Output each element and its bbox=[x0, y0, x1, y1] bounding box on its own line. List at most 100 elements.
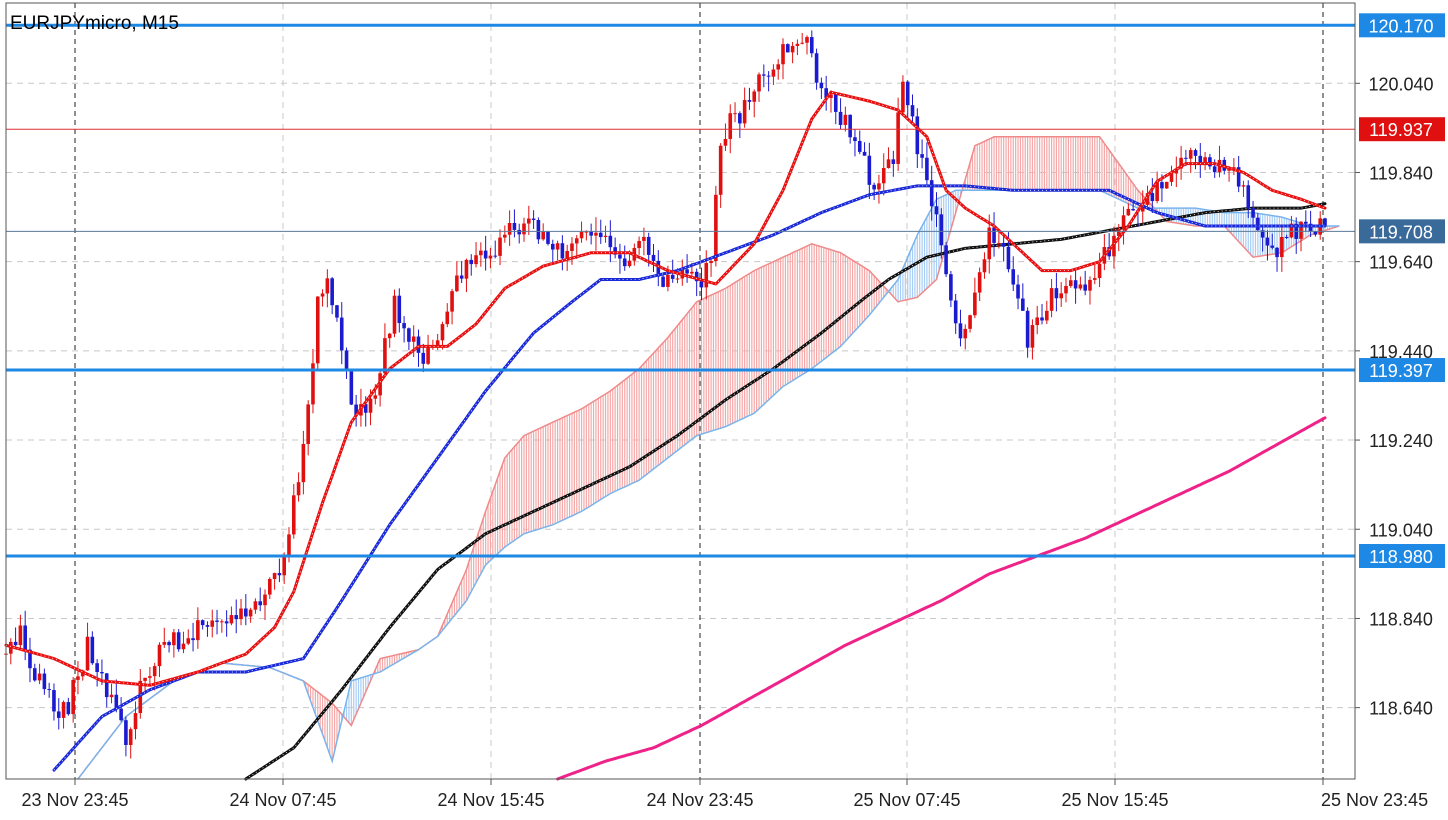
bear-candle bbox=[95, 663, 99, 673]
bull-candle bbox=[162, 642, 167, 645]
ema-long-path bbox=[556, 416, 1327, 781]
bear-candle bbox=[608, 235, 613, 248]
bear-candle bbox=[560, 243, 565, 259]
bull-candle bbox=[1169, 173, 1174, 182]
bear-candle bbox=[531, 218, 536, 220]
bear-candle bbox=[833, 94, 838, 112]
bear-candle bbox=[910, 105, 915, 117]
bull-candle bbox=[977, 272, 982, 293]
bull-candle bbox=[579, 231, 584, 239]
bull-candle bbox=[987, 227, 992, 260]
bull-candle bbox=[368, 398, 373, 413]
bear-candle bbox=[114, 694, 119, 709]
bear-candle bbox=[1260, 230, 1265, 238]
bull-candle bbox=[315, 296, 320, 364]
plot-border bbox=[5, 2, 1356, 780]
bear-candle bbox=[661, 276, 665, 287]
bull-candle bbox=[642, 236, 646, 241]
bull-candle bbox=[85, 636, 90, 671]
bear-candle bbox=[469, 259, 474, 265]
bear-candle bbox=[915, 116, 920, 155]
bull-candle bbox=[574, 238, 579, 244]
bull-candle bbox=[181, 643, 186, 650]
bear-candle bbox=[23, 625, 27, 650]
bull-candle bbox=[296, 482, 301, 496]
bear-candle bbox=[32, 668, 37, 681]
bull-candle bbox=[1188, 150, 1193, 159]
bull-candle bbox=[1289, 223, 1294, 238]
bull-candle bbox=[157, 644, 162, 667]
bear-candle bbox=[685, 269, 689, 274]
bull-candle bbox=[320, 293, 325, 297]
bear-candle bbox=[124, 720, 128, 745]
bear-candle bbox=[1275, 247, 1279, 258]
bear-candle bbox=[215, 620, 219, 622]
bull-candle bbox=[253, 601, 258, 610]
bear-candle bbox=[536, 219, 541, 240]
bear-candle bbox=[651, 254, 656, 261]
bull-candle bbox=[877, 183, 881, 190]
bull-candle bbox=[752, 91, 757, 102]
bull-candle bbox=[71, 679, 75, 715]
bull-candle bbox=[603, 235, 608, 238]
bull-candle bbox=[1088, 279, 1092, 291]
bear-candle bbox=[330, 278, 334, 306]
bull-candle bbox=[263, 594, 267, 606]
bull-candle bbox=[1116, 229, 1121, 236]
bull-candle bbox=[440, 324, 445, 341]
chart-frame bbox=[5, 2, 1356, 780]
bear-candle bbox=[421, 352, 426, 364]
bear-candle bbox=[339, 317, 344, 351]
bear-candle bbox=[853, 137, 857, 141]
bear-candle bbox=[258, 601, 263, 606]
bear-candle bbox=[66, 702, 71, 715]
bull-candle bbox=[210, 620, 215, 627]
bull-candle bbox=[982, 259, 987, 273]
ema-slow-line bbox=[244, 202, 1327, 781]
bull-candle bbox=[455, 275, 459, 292]
bull-candle bbox=[1049, 288, 1054, 311]
bear-candle bbox=[1265, 237, 1270, 246]
bear-candle bbox=[176, 632, 181, 650]
y-tick-label: 118.640 bbox=[1369, 699, 1433, 719]
ema-mid-line bbox=[52, 184, 1327, 772]
x-tick-label: 25 Nov 07:45 bbox=[853, 790, 960, 810]
bear-candle bbox=[402, 323, 406, 329]
bull-candle bbox=[196, 620, 200, 641]
y-tick-label: 118.840 bbox=[1369, 609, 1433, 629]
bull-candle bbox=[229, 615, 234, 624]
bear-candle bbox=[809, 37, 814, 54]
bull-candle bbox=[133, 713, 138, 730]
bear-candle bbox=[512, 222, 517, 230]
y-tick-label: 119.440 bbox=[1369, 342, 1433, 362]
bear-candle bbox=[1193, 150, 1198, 156]
bull-candle bbox=[128, 729, 133, 745]
bear-candle bbox=[656, 260, 661, 277]
x-tick-label: 25 Nov 23:45 bbox=[1321, 790, 1428, 810]
bull-candle bbox=[709, 261, 713, 264]
bear-candle bbox=[824, 88, 828, 98]
bull-candle bbox=[997, 242, 1001, 244]
bull-candle bbox=[771, 69, 776, 77]
bull-candle bbox=[445, 311, 450, 325]
bull-candle bbox=[565, 250, 569, 259]
cloud-span-a bbox=[77, 136, 1340, 780]
bear-candle bbox=[1021, 298, 1025, 311]
bear-candle bbox=[613, 247, 617, 255]
bear-candle bbox=[1256, 217, 1260, 231]
y-tick-label: 119.040 bbox=[1369, 520, 1433, 540]
bull-candle bbox=[704, 263, 709, 288]
bull-candle bbox=[464, 259, 469, 279]
bear-candle bbox=[622, 258, 627, 267]
bear-candle bbox=[1131, 208, 1135, 211]
bear-candle bbox=[618, 254, 622, 259]
bear-candle bbox=[598, 232, 603, 238]
bull-candle bbox=[1045, 310, 1049, 321]
horizontal-levels bbox=[6, 23, 1355, 558]
bear-candle bbox=[483, 250, 488, 259]
bear-candle bbox=[738, 113, 742, 124]
bull-candle bbox=[148, 676, 152, 678]
bear-candle bbox=[354, 404, 358, 416]
bear-candle bbox=[694, 271, 699, 282]
